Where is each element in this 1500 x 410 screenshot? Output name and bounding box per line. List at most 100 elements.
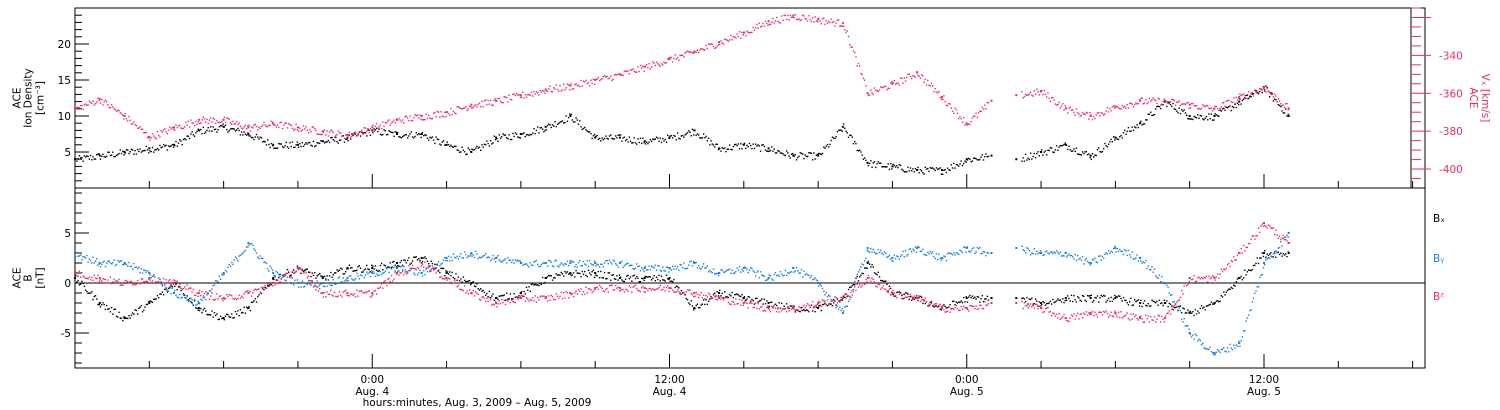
- data-point: [1185, 312, 1188, 314]
- data-point: [766, 306, 768, 309]
- data-point: [278, 273, 280, 276]
- data-point: [601, 137, 603, 139]
- data-point: [694, 51, 696, 53]
- data-point: [161, 131, 164, 133]
- data-point: [232, 297, 234, 300]
- data-point: [618, 261, 621, 264]
- data-point: [455, 112, 457, 115]
- data-point: [340, 294, 342, 296]
- data-point: [813, 21, 815, 23]
- y-axis-title: [cm⁻³]: [35, 81, 47, 115]
- data-point: [971, 248, 974, 250]
- data-point: [804, 309, 806, 312]
- data-point: [809, 152, 811, 154]
- data-point: [803, 270, 805, 272]
- data-point: [693, 309, 695, 311]
- data-point: [949, 169, 951, 171]
- data-point: [181, 288, 183, 290]
- data-point: [897, 256, 899, 258]
- data-point: [312, 274, 315, 277]
- data-point: [896, 255, 898, 257]
- data-point: [1202, 104, 1204, 106]
- data-point: [987, 101, 990, 104]
- data-point: [1131, 126, 1133, 128]
- data-point: [363, 132, 365, 134]
- data-point: [1287, 236, 1289, 238]
- data-point: [104, 265, 107, 268]
- data-point: [159, 144, 161, 147]
- data-point: [1090, 262, 1092, 265]
- data-point: [1249, 94, 1251, 97]
- data-point: [467, 108, 470, 110]
- data-point: [742, 297, 744, 300]
- data-point: [876, 163, 878, 165]
- data-point: [814, 158, 816, 160]
- data-point: [1287, 232, 1290, 234]
- data-point: [442, 278, 445, 280]
- data-point: [764, 20, 767, 23]
- data-point: [867, 164, 870, 167]
- data-point: [403, 135, 405, 137]
- data-point: [1072, 315, 1074, 317]
- data-point: [1145, 99, 1147, 101]
- data-point: [707, 271, 710, 273]
- data-point: [841, 312, 844, 314]
- data-point: [224, 297, 227, 300]
- data-point: [1163, 299, 1166, 302]
- data-point: [471, 148, 473, 150]
- data-point: [1209, 117, 1211, 120]
- data-point: [494, 139, 497, 141]
- data-point: [591, 82, 593, 85]
- data-point: [1137, 299, 1140, 301]
- data-point: [634, 267, 637, 269]
- data-point: [361, 274, 363, 277]
- data-point: [84, 277, 87, 280]
- data-point: [222, 299, 224, 302]
- data-point: [226, 271, 228, 273]
- data-point: [227, 266, 229, 269]
- data-point: [475, 285, 477, 288]
- data-point: [759, 271, 762, 273]
- data-point: [909, 75, 912, 78]
- data-point: [1267, 254, 1270, 257]
- data-point: [385, 134, 388, 136]
- data-point: [772, 279, 774, 282]
- data-point: [317, 290, 320, 292]
- data-point: [122, 150, 124, 152]
- data-point: [1189, 310, 1192, 313]
- data-point: [167, 290, 170, 292]
- data-point: [477, 103, 479, 106]
- data-point: [1093, 259, 1095, 261]
- data-point: [243, 126, 245, 128]
- data-point: [87, 261, 89, 263]
- data-point: [1252, 264, 1255, 267]
- data-point: [1251, 93, 1254, 95]
- data-point: [249, 290, 252, 292]
- data-point: [185, 121, 187, 123]
- data-point: [1033, 152, 1036, 155]
- data-point: [377, 287, 379, 290]
- data-point: [985, 108, 987, 110]
- data-point: [918, 295, 920, 297]
- data-point: [323, 129, 326, 131]
- data-point: [951, 254, 954, 256]
- data-point: [730, 148, 732, 151]
- data-point: [188, 126, 191, 128]
- data-point: [81, 259, 83, 261]
- y-tick-label: 15: [58, 75, 71, 87]
- data-point: [498, 97, 500, 100]
- data-point: [452, 146, 455, 148]
- data-point: [519, 137, 522, 139]
- data-point: [1085, 150, 1088, 153]
- data-point: [1079, 313, 1081, 316]
- data-point: [195, 132, 197, 134]
- data-point: [262, 141, 264, 143]
- data-point: [945, 307, 948, 309]
- data-point: [617, 286, 619, 288]
- data-point: [1083, 312, 1085, 314]
- data-point: [624, 263, 627, 266]
- data-point: [969, 305, 971, 307]
- data-point: [802, 276, 804, 278]
- data-point: [662, 279, 664, 281]
- data-point: [212, 284, 214, 287]
